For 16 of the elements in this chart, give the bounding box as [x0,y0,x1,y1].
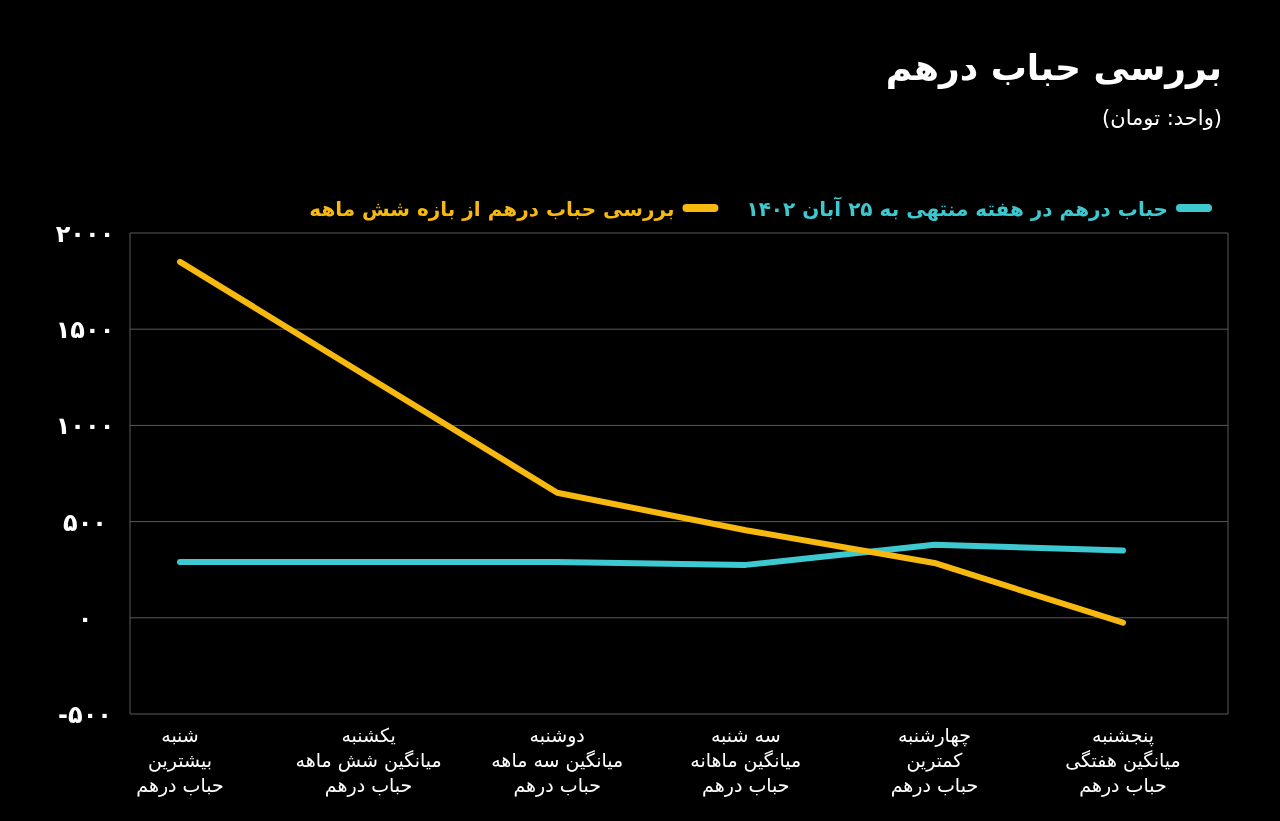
y-tick-label: ۱۵۰۰ [55,316,115,345]
x-tick-label: دوشنبه میانگین سه ماهه حباب درهم [491,724,624,797]
y-tick-label: ۱۰۰۰ [55,412,115,441]
x-tick-label: سه شنبه میانگین ماهانه حباب درهم [690,724,802,797]
x-tick-label: پنجشنبه میانگین هفتگی حباب درهم [1065,724,1181,797]
x-tick-label: شنبه بیشترین حباب درهم [136,724,224,797]
chart-subtitle: (واحد: تومان) [1102,106,1222,130]
y-tick-label: -۵۰۰ [58,701,112,729]
y-tick-label: ۵۰۰ [63,508,107,537]
legend-label: بررسی حباب درهم از بازه شش ماهه [309,197,675,221]
y-tick-label: ۰ [77,604,93,633]
y-tick-label: ۲۰۰۰ [55,220,115,248]
legend-label: حباب درهم در هفته منتهی به ۲۵ آبان ۱۴۰۲ [746,196,1168,221]
chart-title: بررسی حباب درهم [885,47,1222,89]
x-tick-label: یکشنبه میانگین شش ماهه حباب درهم [295,724,442,797]
x-tick-label: چهارشنبه کمترین حباب درهم [890,724,979,797]
